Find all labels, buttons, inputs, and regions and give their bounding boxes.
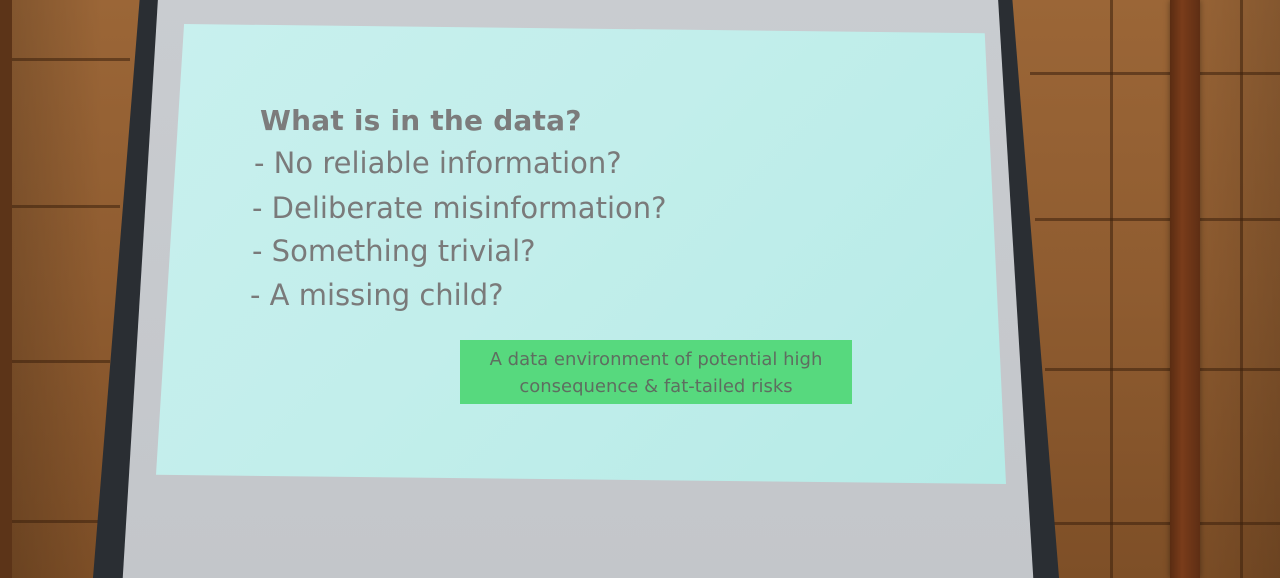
slide-bullet: - No reliable information? — [254, 146, 622, 180]
wall-seam — [1030, 72, 1280, 75]
slide-content: What is in the data? - No reliable infor… — [156, 24, 1006, 484]
wall-seam — [0, 360, 110, 363]
wall-seam — [1045, 368, 1280, 371]
wall-seam — [1110, 0, 1113, 578]
callout-line-2: consequence & fat-tailed risks — [519, 376, 793, 397]
wall-seam — [0, 520, 100, 523]
wall-trim — [0, 0, 12, 578]
slide-bullet: - A missing child? — [250, 278, 504, 312]
slide-heading: What is in the data? — [260, 104, 582, 137]
wall-seam — [1035, 218, 1280, 221]
wall-seam — [0, 58, 130, 61]
wall-seam — [1050, 522, 1280, 525]
slide-callout-box: A data environment of potential high con… — [460, 340, 852, 404]
slide-bullet: - Deliberate misinformation? — [252, 191, 667, 225]
wall-seam — [0, 205, 120, 208]
slide-bullet: - Something trivial? — [252, 234, 536, 268]
callout-line-1: A data environment of potential high — [489, 349, 823, 370]
wall-seam — [1240, 0, 1243, 578]
projected-slide: What is in the data? - No reliable infor… — [156, 24, 1006, 484]
wall-beam — [1170, 0, 1200, 578]
